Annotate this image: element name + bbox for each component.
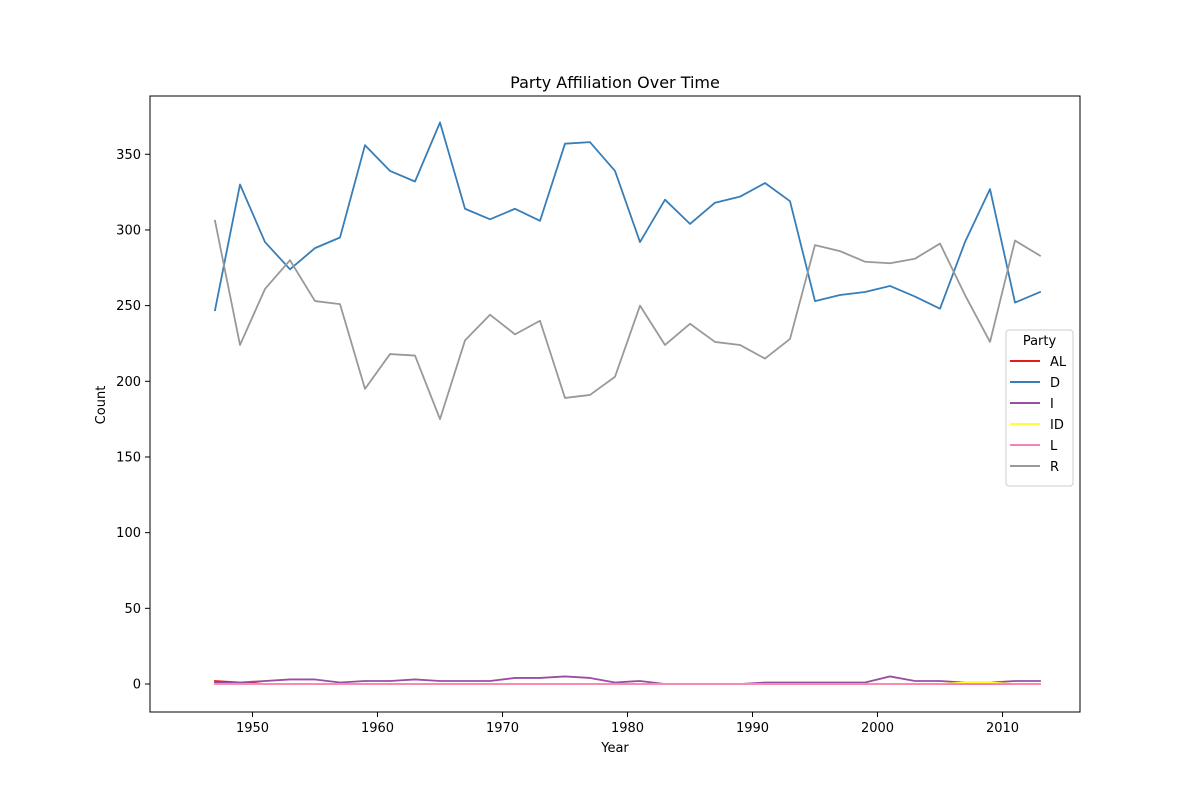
x-tick-label: 1990 [736, 721, 769, 736]
x-tick-label: 2000 [861, 721, 894, 736]
plot-area: 1950 1960 1970 1980 1990 2000 2010 0 50 100 150 200… [116, 95, 1081, 736]
legend-label-al: AL [1050, 355, 1067, 370]
axes-frame [149, 95, 1081, 713]
legend-label-r: R [1050, 460, 1059, 475]
y-tick-label: 0 [133, 678, 141, 693]
y-tick-label: 100 [116, 526, 141, 541]
y-tick-label: 150 [116, 450, 141, 465]
x-tick-label: 1980 [611, 721, 644, 736]
x-tick-label: 1950 [236, 721, 269, 736]
y-tick-label: 200 [116, 375, 141, 390]
legend-label-i: I [1050, 397, 1054, 412]
legend-label-d: D [1050, 376, 1060, 391]
series-line-d [213, 121, 1042, 312]
legend: Party AL DI ID LR [1005, 329, 1074, 487]
x-tick-label: 1960 [361, 721, 394, 736]
y-tick-label: 350 [116, 148, 141, 163]
x-tick-label: 2010 [986, 721, 1019, 736]
x-axis-label: Year [600, 741, 629, 756]
y-tick-label: 300 [116, 223, 141, 238]
x-tick-label: 1970 [486, 721, 519, 736]
legend-box [1005, 329, 1074, 487]
legend-label-id: ID [1050, 418, 1064, 433]
y-tick-label: 50 [124, 602, 141, 617]
series-line-r [213, 219, 1042, 421]
legend-title: Party [1023, 334, 1057, 349]
y-tick-label: 250 [116, 299, 141, 314]
legend-label-l: L [1050, 439, 1058, 454]
y-axis-label: Count [94, 386, 109, 425]
series-line-i [214, 675, 1041, 685]
chart-title: Party Affiliation Over Time [510, 73, 720, 92]
